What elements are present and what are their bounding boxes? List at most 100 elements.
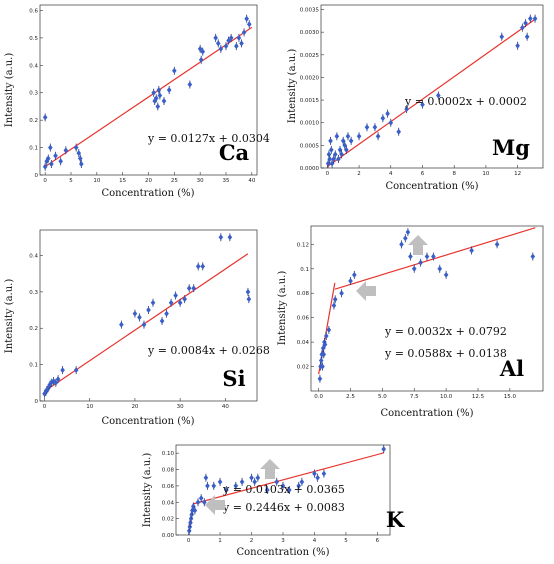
data-point	[528, 14, 533, 23]
data-point	[73, 366, 79, 375]
data-point	[524, 32, 530, 41]
data-point	[404, 105, 409, 114]
chart-k: 0 1 2 3 4 5 6 0.00 0.02 0.04 0.06 0.08 0.10 Concentra…	[142, 444, 405, 558]
fit-line-1	[192, 452, 384, 505]
data-point	[157, 91, 163, 100]
data-point	[73, 143, 79, 152]
data-point	[244, 14, 249, 23]
data-point	[51, 376, 56, 385]
x-tick-label: 0.0	[314, 394, 323, 400]
data-point	[264, 486, 270, 494]
callout-arrow-1	[205, 495, 225, 515]
y-tick-label: 0.06	[162, 484, 175, 490]
data-point	[218, 44, 224, 53]
data-point	[280, 481, 286, 490]
data-point	[151, 88, 156, 97]
chart-al: 0.0 2.5 5.0 7.5 10.0 12.5 15.0 0.02 0.04 0.06 0.08…	[277, 225, 544, 419]
y-tick-label: 0.0020	[300, 75, 320, 81]
data-point	[197, 44, 203, 53]
y-tick-label: 0.4	[29, 253, 38, 259]
data-point	[141, 320, 147, 329]
data-point	[436, 91, 441, 100]
data-point	[234, 42, 239, 51]
y-tick-label: 0.1	[300, 267, 309, 273]
data-point	[339, 289, 344, 298]
data-point	[344, 145, 349, 154]
y-tick-label: 0.2	[29, 326, 38, 332]
data-point	[252, 477, 257, 486]
data-point	[198, 55, 204, 64]
x-tick-label: 40	[222, 404, 229, 410]
data-point	[218, 233, 224, 242]
data-point	[329, 145, 334, 154]
data-point	[317, 374, 323, 383]
data-point	[364, 123, 370, 132]
data-point	[146, 306, 151, 315]
data-point	[155, 102, 161, 111]
data-point	[137, 313, 142, 322]
x-axis-label: Concentration (%)	[386, 181, 479, 192]
data-point	[530, 252, 536, 261]
data-point	[443, 270, 449, 279]
data-point	[233, 481, 239, 490]
y-tick-label: 0.04	[297, 340, 310, 346]
x-tick-label: 30	[197, 178, 204, 184]
chart-ca: 0 5 10 15 20 25 30 35 40 0 0.1 0.2 0.3 0.4 0.5 0.6 Conce…	[4, 4, 270, 199]
chart-mg: 0 2 4 6 8 10 12 0.0000 0.0005 0.0010 0.0015 0.0020 0…	[287, 4, 544, 192]
y-axis-label: Intensity (a.u.)	[142, 453, 153, 528]
x-tick-label: 10	[86, 404, 93, 410]
data-point	[132, 309, 138, 318]
y-tick-label: 0.3	[29, 91, 38, 97]
data-point	[49, 160, 54, 169]
data-point	[42, 113, 48, 122]
data-point	[249, 473, 254, 482]
data-point	[405, 228, 411, 237]
fit-line-0	[326, 17, 538, 168]
data-point	[318, 356, 324, 365]
x-tick-label: 10	[93, 178, 100, 184]
data-point	[228, 33, 234, 42]
x-tick-label: 0	[326, 171, 330, 177]
plot-frame	[39, 229, 258, 402]
data-point	[520, 23, 525, 32]
x-tick-label: 20	[131, 404, 138, 410]
data-point	[255, 473, 261, 482]
fit-equation-0: y = 0.0103x + 0.0365	[222, 483, 345, 496]
data-point	[375, 132, 381, 141]
data-point	[246, 20, 252, 29]
data-point	[337, 145, 343, 154]
data-point	[399, 240, 404, 249]
data-point	[198, 494, 204, 503]
data-point	[352, 270, 357, 279]
data-point	[195, 498, 201, 507]
x-tick-label: 4	[313, 538, 317, 544]
data-point	[515, 41, 520, 50]
x-axis-label: Concentration (%)	[102, 188, 195, 199]
data-point	[153, 94, 159, 103]
x-tick-label: 15	[119, 178, 126, 184]
data-point	[326, 325, 332, 334]
x-axis-label: Concentration (%)	[381, 408, 474, 419]
data-point	[58, 157, 63, 166]
x-tick-label: 20	[145, 178, 152, 184]
y-tick-label: 0.4	[29, 63, 38, 69]
data-point	[182, 295, 187, 304]
y-axis-label: Intensity (a.u.)	[277, 271, 288, 346]
data-point	[396, 127, 401, 136]
x-tick-label: 15.0	[504, 394, 517, 400]
data-point	[55, 375, 61, 384]
x-tick-label: 1	[218, 538, 222, 544]
y-tick-label: 0.12	[297, 242, 309, 248]
data-point	[239, 477, 245, 486]
data-point	[241, 28, 247, 37]
data-point	[356, 132, 362, 141]
data-point	[331, 154, 336, 163]
data-point	[200, 47, 206, 56]
y-tick-label: 0.0030	[300, 30, 320, 36]
data-point	[226, 36, 231, 45]
data-point	[469, 246, 474, 255]
data-point	[342, 141, 348, 150]
data-point	[348, 136, 354, 145]
data-point	[215, 39, 221, 48]
callout-arrow-1	[356, 281, 376, 301]
